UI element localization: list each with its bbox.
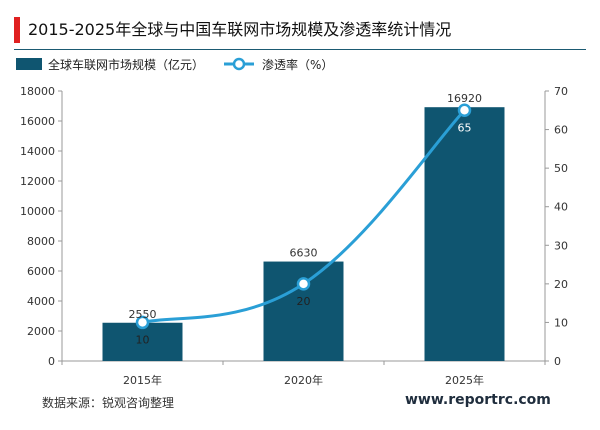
bar (263, 261, 344, 361)
data-labels: 2550 6630 16920 10 20 65 (129, 92, 483, 346)
bar-value-label: 16920 (447, 92, 482, 105)
line-value-label: 10 (136, 333, 150, 346)
legend-line-label: 渗透率（%） (262, 57, 333, 72)
y-right-tick-label: 30 (554, 239, 568, 252)
line-value-label: 20 (297, 295, 311, 308)
x-tick-label: 2025年 (445, 373, 484, 387)
y-left-tick-label: 0 (48, 355, 55, 368)
y-left-tick-label: 6000 (27, 265, 55, 278)
y-left-tick-label: 18000 (20, 85, 55, 98)
bars (102, 107, 505, 361)
line-point (135, 315, 150, 330)
y-left-tick-label: 14000 (20, 145, 55, 158)
y-right-tick-label: 60 (554, 124, 568, 137)
y-left-tick-label: 8000 (27, 235, 55, 248)
title-accent-bar (14, 17, 20, 43)
y-right-tick-label: 10 (554, 316, 568, 329)
y-right-tick-label: 70 (554, 85, 568, 98)
legend: 全球车联网市场规模（亿元） 渗透率（%） (16, 57, 333, 72)
y-right-tick-label: 0 (554, 355, 561, 368)
y-left-tick-label: 2000 (27, 325, 55, 338)
data-source: 数据来源：锐观咨询整理 (42, 396, 175, 410)
y-right-tick-label: 40 (554, 201, 568, 214)
legend-line-marker (232, 57, 246, 71)
y-left-tick-label: 16000 (20, 115, 55, 128)
line-point (457, 103, 472, 118)
penetration-line (135, 103, 472, 330)
x-tick-label: 2020年 (284, 373, 323, 387)
y-right-tick-label: 20 (554, 278, 568, 291)
y-left-tick-label: 4000 (27, 295, 55, 308)
legend-bar-swatch (16, 58, 42, 70)
line-value-label: 65 (458, 121, 472, 134)
bar-value-label: 6630 (290, 247, 318, 260)
line-point (296, 277, 311, 291)
y-left-tick-label: 10000 (20, 205, 55, 218)
x-tick-label: 2015年 (123, 373, 162, 387)
legend-bar-label: 全球车联网市场规模（亿元） (48, 57, 204, 72)
website-link[interactable]: www.reportrc.com (405, 392, 551, 408)
y-left-tick-label: 12000 (20, 175, 55, 188)
y-right-tick-label: 50 (554, 162, 568, 175)
bar-value-label: 2550 (129, 308, 157, 321)
bar (424, 107, 505, 361)
title-divider (14, 49, 586, 50)
chart-title: 2015-2025年全球与中国车联网市场规模及渗透率统计情况 (28, 20, 452, 39)
